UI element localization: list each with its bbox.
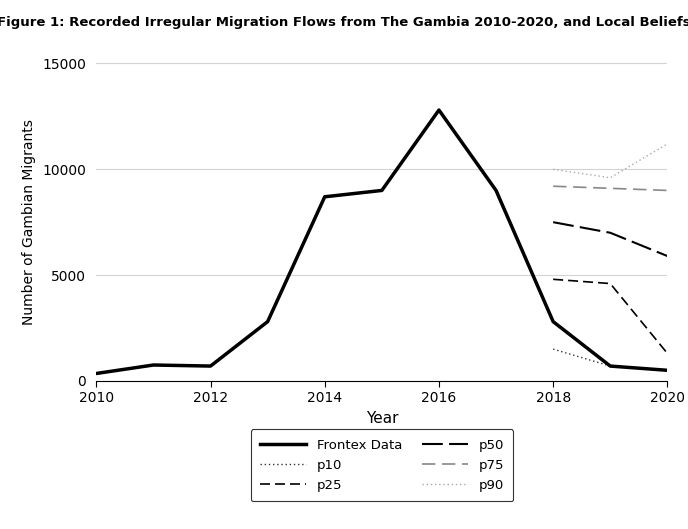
Line: p90: p90 [553,144,667,178]
p90 [549,166,557,172]
p90 [606,175,614,181]
p10 [663,367,671,373]
Frontex Data [606,363,614,369]
Y-axis label: Number of Gambian Migrants: Number of Gambian Migrants [23,119,36,325]
Line: Frontex Data: Frontex Data [96,110,667,373]
Frontex Data [149,362,158,368]
Frontex Data [435,107,443,113]
p90 [663,141,671,147]
p75 [663,187,671,194]
Text: Figure 1: Recorded Irregular Migration Flows from The Gambia 2010-2020, and Loca: Figure 1: Recorded Irregular Migration F… [0,16,688,29]
Frontex Data [663,367,671,373]
Frontex Data [92,370,100,377]
p50 [663,253,671,259]
Frontex Data [264,318,272,325]
X-axis label: Year: Year [365,411,398,426]
p50 [549,219,557,225]
Line: p25: p25 [553,279,667,353]
p25 [663,350,671,357]
Legend: Frontex Data, p10, p25, p50, p75, p90: Frontex Data, p10, p25, p50, p75, p90 [250,430,513,501]
p75 [606,185,614,191]
Frontex Data [492,187,500,194]
p25 [549,276,557,282]
Line: p10: p10 [553,349,667,370]
Frontex Data [206,363,215,369]
Line: p50: p50 [553,222,667,256]
p75 [549,183,557,189]
p10 [549,346,557,352]
Frontex Data [321,194,329,200]
Line: p75: p75 [553,186,667,190]
p10 [606,363,614,369]
Frontex Data [549,318,557,325]
p25 [606,280,614,287]
Frontex Data [378,187,386,194]
p50 [606,230,614,236]
